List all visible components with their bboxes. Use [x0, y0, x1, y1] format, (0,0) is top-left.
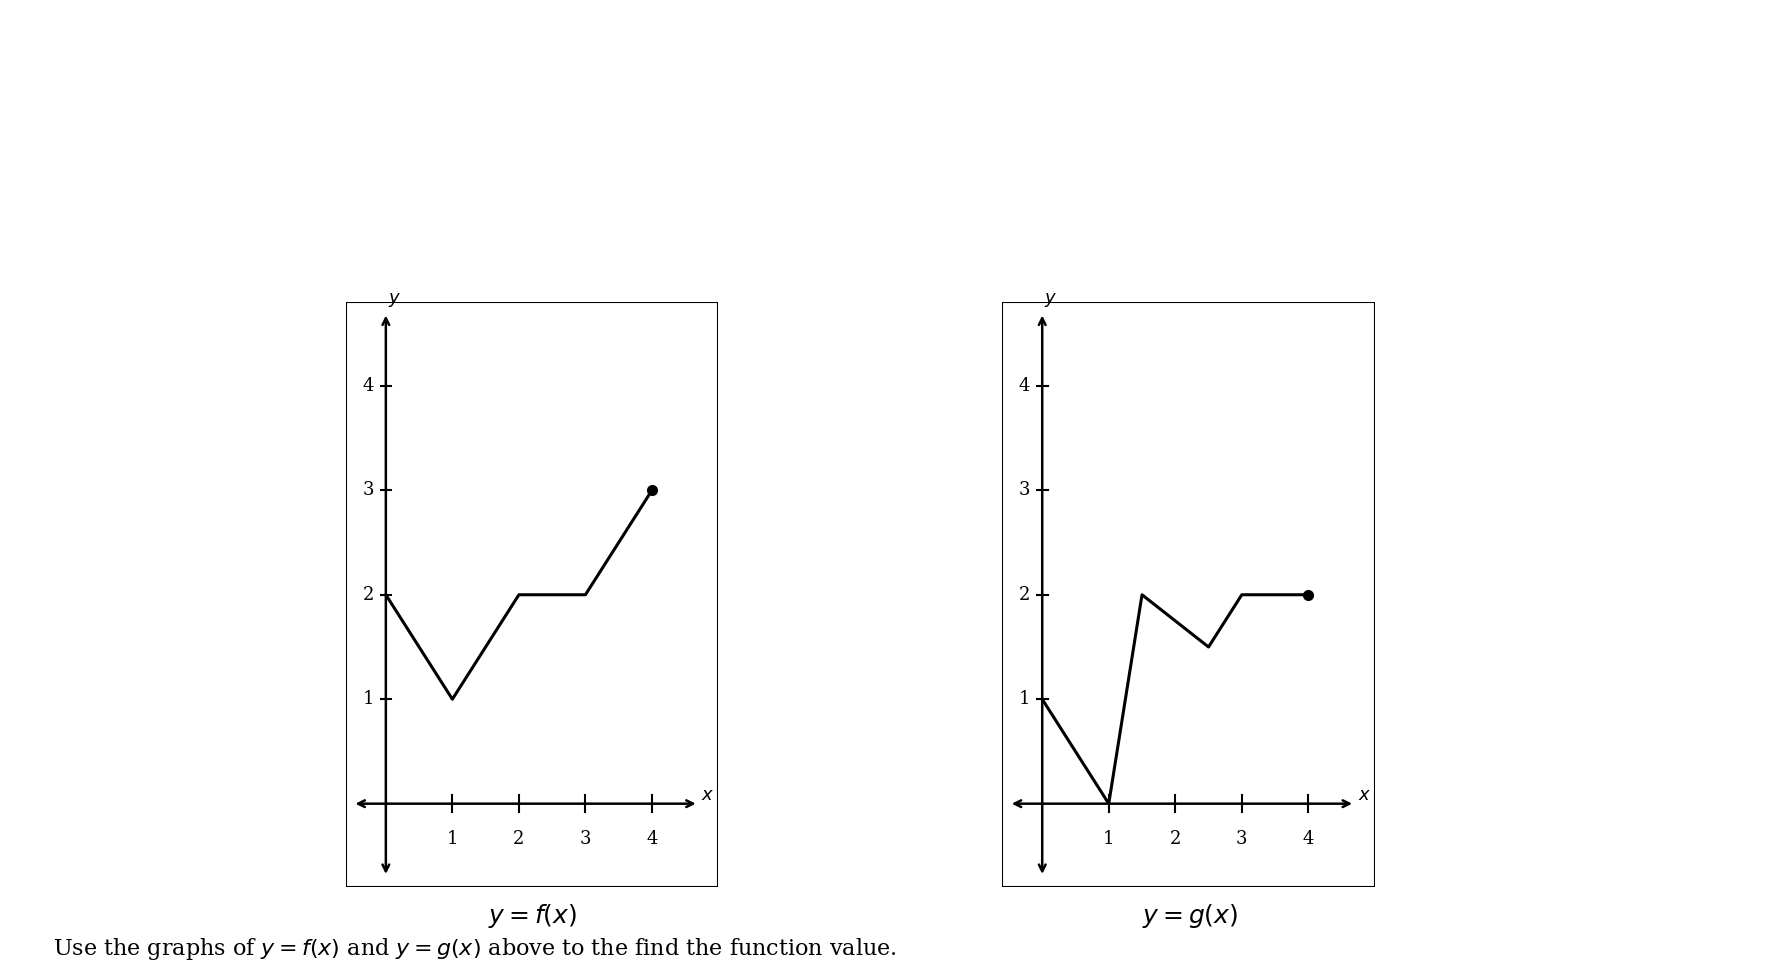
- Text: 3: 3: [362, 482, 374, 499]
- Text: 2: 2: [1168, 830, 1181, 848]
- Text: 3: 3: [580, 830, 590, 848]
- Text: 4: 4: [1301, 830, 1314, 848]
- Text: 2: 2: [1018, 586, 1030, 604]
- Text: x: x: [1358, 786, 1369, 804]
- Text: 4: 4: [1018, 376, 1030, 395]
- Text: 3: 3: [1236, 830, 1246, 848]
- Text: 1: 1: [1103, 830, 1113, 848]
- Text: x: x: [702, 786, 713, 804]
- Text: 3: 3: [1018, 482, 1030, 499]
- Text: y: y: [388, 290, 399, 307]
- Text: 2: 2: [362, 586, 374, 604]
- Text: 1: 1: [447, 830, 457, 848]
- Text: 2: 2: [512, 830, 525, 848]
- Text: 4: 4: [645, 830, 658, 848]
- Text: 1: 1: [1018, 690, 1030, 708]
- Text: Use the graphs of $y = f(x)$ and $y = g(x)$ above to the find the function value: Use the graphs of $y = f(x)$ and $y = g(…: [53, 936, 897, 962]
- Text: 4: 4: [362, 376, 374, 395]
- Text: $y = f(x)$: $y = f(x)$: [488, 902, 576, 930]
- Text: $y = g(x)$: $y = g(x)$: [1142, 902, 1238, 930]
- Text: 1: 1: [362, 690, 374, 708]
- Text: y: y: [1044, 290, 1055, 307]
